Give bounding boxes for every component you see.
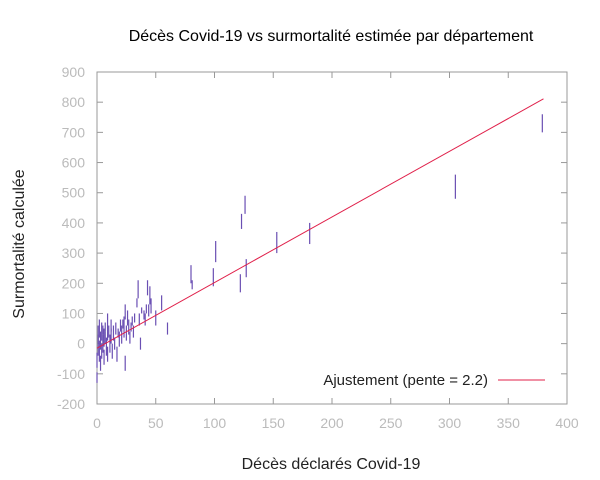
x-tick-label: 200 (320, 415, 344, 431)
chart-title: Décès Covid-19 vs surmortalité estimée p… (129, 28, 534, 45)
x-tick-label: 250 (379, 415, 403, 431)
y-axis-label: Surmortalité calculée (11, 169, 28, 319)
y-tick-label: 200 (62, 275, 86, 291)
y-tick-label: 300 (62, 245, 86, 261)
x-tick-label: 350 (497, 415, 521, 431)
legend-label-fit: Ajustement (pente = 2.2) (323, 372, 488, 389)
x-tick-label: 400 (555, 415, 579, 431)
fit-line-group (96, 98, 544, 349)
y-tick-label: 700 (62, 124, 86, 140)
y-tick-label: 100 (62, 305, 86, 321)
x-tick-label: 150 (262, 415, 286, 431)
y-tick-label: 400 (62, 215, 86, 231)
y-tick-label: -100 (57, 366, 85, 382)
y-tick-label: 800 (62, 94, 86, 110)
y-axis-ticks: -200 -100 0 100 200 300 400 500 600 700 800 900 (57, 64, 567, 412)
data-points (96, 114, 543, 383)
x-tick-label: 100 (203, 415, 227, 431)
y-tick-label: -200 (57, 396, 85, 412)
y-tick-label: 900 (62, 64, 86, 80)
x-axis-label: Décès déclarés Covid-19 (242, 456, 421, 473)
y-tick-label: 600 (62, 155, 86, 171)
x-tick-label: 300 (438, 415, 462, 431)
legend: Ajustement (pente = 2.2) (323, 372, 545, 389)
x-tick-label: 50 (148, 415, 164, 431)
x-tick-label: 0 (93, 415, 101, 431)
axes (96, 71, 568, 405)
y-tick-label: 0 (77, 336, 85, 352)
plot-frame (96, 71, 568, 405)
x-axis-ticks: 0 50 100 150 200 250 300 350 400 (93, 72, 579, 431)
y-tick-label: 500 (62, 185, 86, 201)
fit-line (96, 98, 544, 349)
